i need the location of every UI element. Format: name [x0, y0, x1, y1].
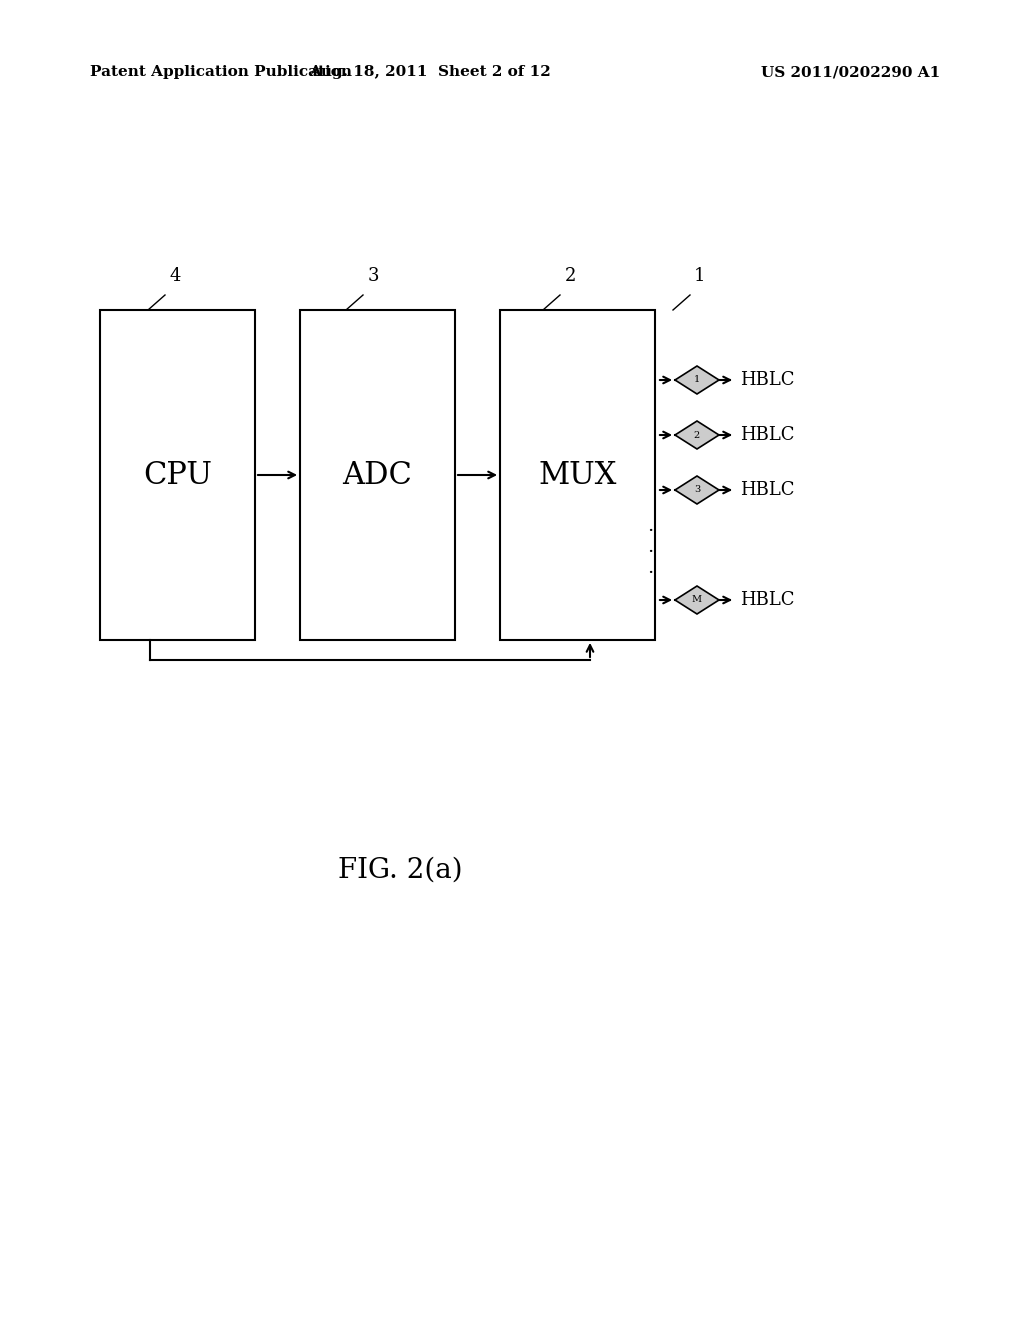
- Polygon shape: [675, 477, 719, 504]
- Bar: [500, 310, 655, 640]
- Text: HBLC: HBLC: [740, 371, 795, 389]
- Text: HBLC: HBLC: [740, 480, 795, 499]
- Text: HBLC: HBLC: [740, 591, 795, 609]
- Text: 3: 3: [694, 486, 700, 495]
- Text: 4: 4: [169, 267, 180, 285]
- Text: HBLC: HBLC: [740, 426, 795, 444]
- Text: 1: 1: [694, 375, 700, 384]
- Text: ADC: ADC: [343, 459, 413, 491]
- Text: 2: 2: [694, 430, 700, 440]
- Text: CPU: CPU: [143, 459, 212, 491]
- Text: 3: 3: [368, 267, 379, 285]
- Text: .
.
.: . . .: [647, 517, 653, 577]
- Polygon shape: [675, 421, 719, 449]
- Bar: [100, 310, 255, 640]
- Polygon shape: [675, 586, 719, 614]
- Bar: [300, 310, 455, 640]
- Polygon shape: [675, 366, 719, 393]
- Text: FIG. 2(a): FIG. 2(a): [338, 857, 462, 883]
- Text: MUX: MUX: [539, 459, 616, 491]
- Text: 1: 1: [694, 267, 706, 285]
- Text: M: M: [692, 595, 702, 605]
- Text: 2: 2: [564, 267, 575, 285]
- Text: Patent Application Publication: Patent Application Publication: [90, 65, 352, 79]
- Text: US 2011/0202290 A1: US 2011/0202290 A1: [761, 65, 940, 79]
- Text: Aug. 18, 2011  Sheet 2 of 12: Aug. 18, 2011 Sheet 2 of 12: [309, 65, 551, 79]
